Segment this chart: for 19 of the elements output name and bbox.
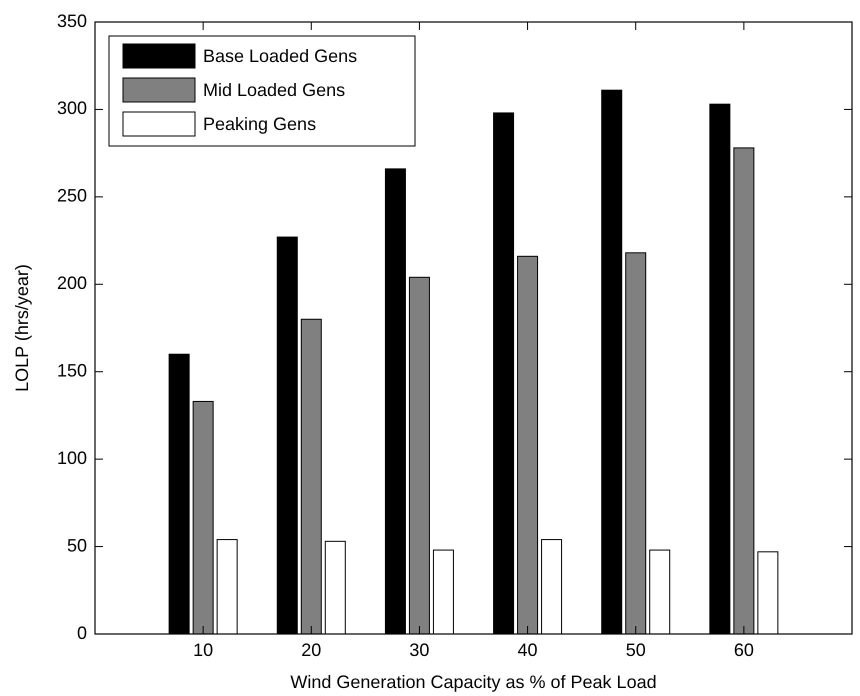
y-tick-label: 100 — [56, 448, 87, 468]
legend-label: Peaking Gens — [203, 114, 316, 134]
y-tick-label: 200 — [56, 273, 87, 294]
y-tick-label: 50 — [66, 535, 87, 556]
y-tick-label: 250 — [56, 186, 87, 206]
y-tick-label: 150 — [56, 360, 87, 380]
x-tick-label: 60 — [734, 640, 754, 660]
y-tick-label: 300 — [56, 98, 87, 118]
x-tick-label: 40 — [518, 640, 538, 660]
y-tick-label: 350 — [56, 10, 87, 31]
x-tick-label: 30 — [409, 640, 430, 660]
x-tick-label: 10 — [193, 640, 214, 660]
y-axis-title: LOLP (hrs/year) — [12, 264, 32, 392]
x-tick-label: 50 — [626, 640, 646, 660]
x-axis-title: Wind Generation Capacity as % of Peak Load — [290, 672, 657, 692]
y-tick-label: 0 — [76, 622, 87, 643]
legend-label: Base Loaded Gens — [203, 46, 358, 66]
legend-label: Mid Loaded Gens — [203, 80, 346, 100]
x-tick-label: 20 — [301, 640, 322, 660]
